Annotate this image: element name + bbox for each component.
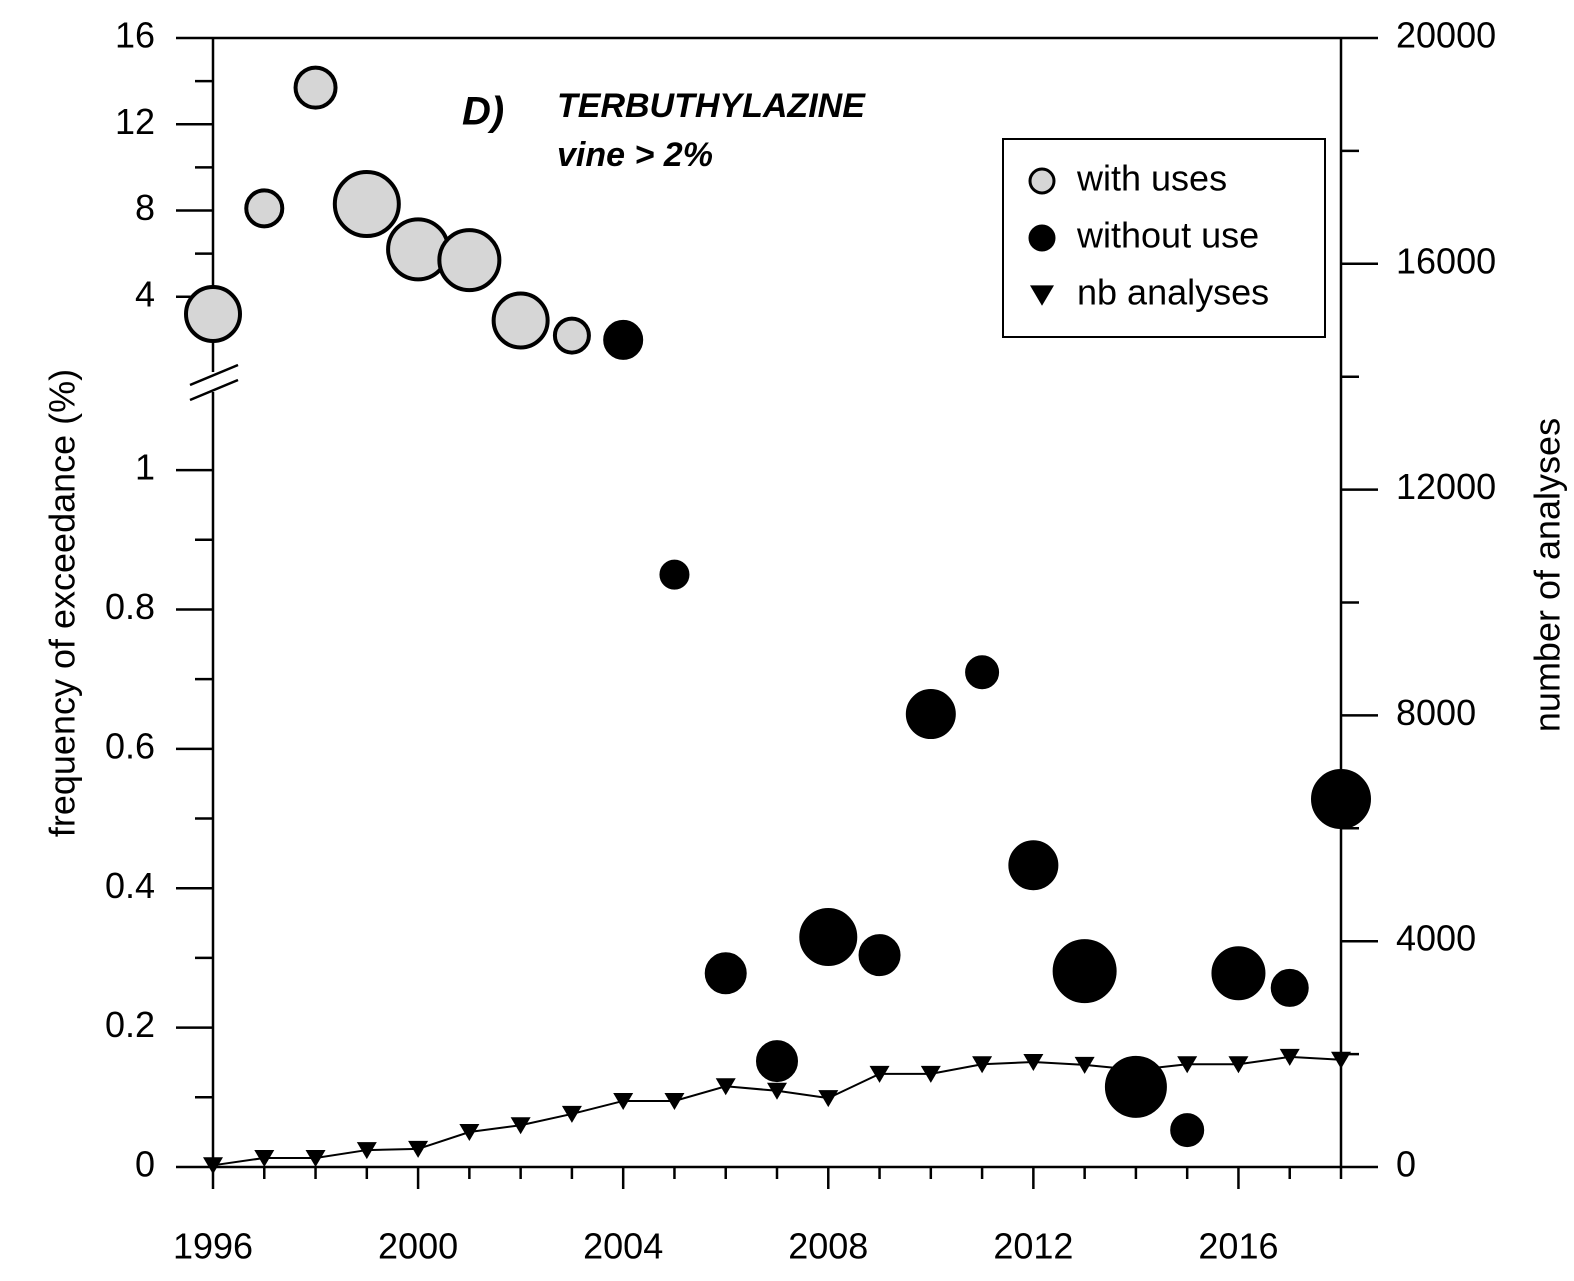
x-tick-label: 1996	[173, 1226, 253, 1267]
legend-box	[1002, 138, 1326, 338]
triangle-marker	[613, 1092, 634, 1110]
triangle-marker	[1023, 1054, 1044, 1072]
bubble	[756, 1040, 798, 1083]
triangle-marker	[664, 1092, 685, 1110]
y-axis-label: frequency of exceedance (%)	[42, 369, 83, 837]
y-tick-label: 0	[135, 1144, 155, 1185]
bubble	[184, 285, 242, 343]
triangle-marker	[1074, 1056, 1095, 1074]
bubble	[244, 188, 285, 229]
triangle-marker	[459, 1124, 480, 1142]
axis-break	[189, 363, 239, 387]
bubble	[293, 65, 338, 110]
triangle-marker	[869, 1065, 890, 1083]
triangle-marker	[767, 1082, 787, 1100]
y2-tick-label: 8000	[1396, 692, 1476, 733]
triangle-marker	[1331, 1051, 1351, 1069]
triangle-marker	[356, 1142, 377, 1160]
triangle-marker	[920, 1065, 941, 1083]
triangle-marker	[1279, 1048, 1300, 1066]
triangle-marker	[408, 1140, 429, 1158]
x-tick-label: 2000	[378, 1226, 458, 1267]
legend-marker	[1028, 224, 1056, 252]
triangle-marker	[818, 1090, 839, 1108]
triangle-marker	[510, 1117, 531, 1135]
legend-label: nb analyses	[1077, 272, 1269, 313]
bubble	[1052, 939, 1117, 1004]
bubble	[491, 291, 550, 350]
x-tick-label: 2004	[583, 1226, 663, 1267]
triangle-marker	[715, 1078, 736, 1096]
y-tick-label: 12	[115, 101, 155, 142]
bubble	[1104, 1055, 1167, 1118]
triangle-marker	[203, 1157, 223, 1175]
axis-break	[189, 378, 239, 402]
y2-tick-label: 16000	[1396, 240, 1496, 281]
y2-tick-label: 20000	[1396, 15, 1496, 56]
y-tick-label: 4	[135, 273, 155, 314]
legend-marker	[1028, 167, 1056, 195]
triangle-marker	[305, 1149, 326, 1167]
triangle-marker	[254, 1149, 275, 1167]
bubble	[659, 559, 690, 590]
y-tick-label: 16	[115, 15, 155, 56]
y2-tick-label: 4000	[1396, 918, 1476, 959]
triangle-marker	[561, 1105, 582, 1123]
bubble	[1170, 1113, 1205, 1148]
y-tick-label: 8	[135, 187, 155, 228]
chart-title: TERBUTHYLAZINE	[557, 87, 866, 125]
x-tick-label: 2012	[993, 1226, 1073, 1267]
bubble	[1311, 769, 1371, 830]
x-tick-label: 2008	[788, 1226, 868, 1267]
y-tick-label: 0.6	[105, 725, 155, 766]
bubble	[332, 170, 401, 239]
chart-subtitle: vine > 2%	[557, 136, 713, 174]
triangle-marker	[1125, 1061, 1146, 1079]
y-tick-label: 0.2	[105, 1004, 155, 1045]
y2-tick-label: 12000	[1396, 466, 1496, 507]
legend-label: with uses	[1076, 158, 1227, 199]
bubble	[1270, 968, 1309, 1007]
panel-label: D)	[462, 90, 504, 134]
bubble	[1211, 946, 1266, 1001]
y-tick-label: 0.4	[105, 865, 155, 906]
bubble	[905, 689, 956, 740]
triangle-marker	[1177, 1056, 1198, 1074]
y2-axis-label: number of analyses	[1527, 418, 1568, 732]
legend-marker	[1030, 285, 1054, 306]
bubble	[552, 316, 591, 355]
y-tick-label: 0.8	[105, 586, 155, 627]
legend-label: without use	[1076, 215, 1259, 256]
y2-tick-label: 0	[1396, 1144, 1416, 1185]
y-tick-label: 1	[135, 447, 155, 488]
bubble	[965, 655, 1000, 690]
bubble	[858, 934, 901, 977]
triangle-marker	[1228, 1056, 1249, 1074]
bubble	[437, 228, 502, 293]
bubble	[603, 319, 644, 360]
bubble	[799, 908, 858, 967]
bubble	[1008, 840, 1059, 891]
x-tick-label: 2016	[1198, 1226, 1278, 1267]
bubble	[704, 952, 747, 995]
triangle-marker	[972, 1056, 993, 1074]
